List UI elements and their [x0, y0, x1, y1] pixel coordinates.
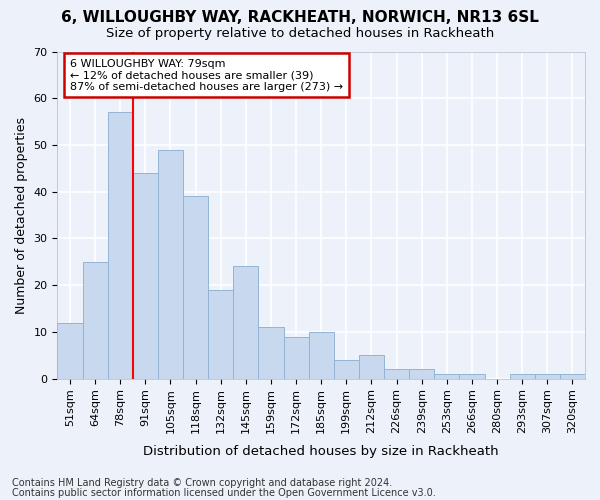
Bar — [409, 370, 434, 378]
Bar — [259, 328, 284, 378]
Bar — [233, 266, 259, 378]
Text: Contains public sector information licensed under the Open Government Licence v3: Contains public sector information licen… — [12, 488, 436, 498]
X-axis label: Distribution of detached houses by size in Rackheath: Distribution of detached houses by size … — [143, 444, 499, 458]
Bar — [83, 262, 107, 378]
Text: Contains HM Land Registry data © Crown copyright and database right 2024.: Contains HM Land Registry data © Crown c… — [12, 478, 392, 488]
Bar — [535, 374, 560, 378]
Bar — [58, 322, 83, 378]
Bar — [183, 196, 208, 378]
Bar — [434, 374, 460, 378]
Bar — [509, 374, 535, 378]
Y-axis label: Number of detached properties: Number of detached properties — [15, 116, 28, 314]
Text: 6 WILLOUGHBY WAY: 79sqm
← 12% of detached houses are smaller (39)
87% of semi-de: 6 WILLOUGHBY WAY: 79sqm ← 12% of detache… — [70, 58, 343, 92]
Text: Size of property relative to detached houses in Rackheath: Size of property relative to detached ho… — [106, 28, 494, 40]
Bar — [334, 360, 359, 378]
Bar — [460, 374, 485, 378]
Bar — [107, 112, 133, 378]
Bar — [208, 290, 233, 378]
Bar — [158, 150, 183, 378]
Text: 6, WILLOUGHBY WAY, RACKHEATH, NORWICH, NR13 6SL: 6, WILLOUGHBY WAY, RACKHEATH, NORWICH, N… — [61, 10, 539, 25]
Bar — [560, 374, 585, 378]
Bar — [284, 336, 308, 378]
Bar — [133, 173, 158, 378]
Bar — [308, 332, 334, 378]
Bar — [359, 356, 384, 378]
Bar — [384, 370, 409, 378]
